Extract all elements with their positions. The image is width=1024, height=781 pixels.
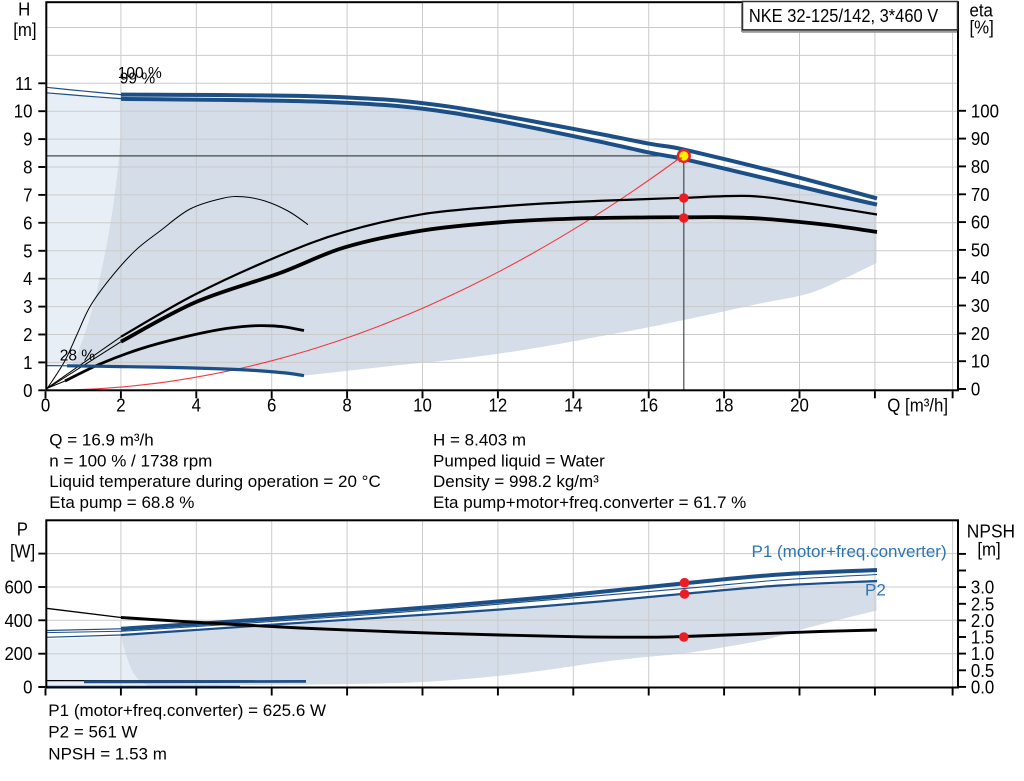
svg-text:1: 1 xyxy=(23,352,32,373)
svg-text:P2: P2 xyxy=(865,581,886,600)
svg-text:3.0: 3.0 xyxy=(971,577,994,598)
svg-text:5: 5 xyxy=(23,240,32,261)
svg-text:[m]: [m] xyxy=(13,19,36,40)
svg-text:600: 600 xyxy=(4,577,32,598)
svg-text:12: 12 xyxy=(489,395,508,416)
svg-text:P1 (motor+freq.converter): P1 (motor+freq.converter) xyxy=(752,542,947,561)
svg-text:18: 18 xyxy=(715,395,734,416)
svg-text:Eta pump+motor+freq.converter: Eta pump+motor+freq.converter = 61.7 % xyxy=(433,493,746,512)
svg-text:Q = 16.9 m³/h: Q = 16.9 m³/h xyxy=(49,431,153,450)
svg-text:2: 2 xyxy=(116,395,125,416)
svg-text:14: 14 xyxy=(564,395,583,416)
svg-text:50: 50 xyxy=(971,240,990,261)
svg-text:40: 40 xyxy=(971,267,990,288)
svg-text:100 %: 100 % xyxy=(118,65,162,82)
svg-text:0: 0 xyxy=(23,380,32,401)
svg-text:8: 8 xyxy=(342,395,351,416)
svg-text:80: 80 xyxy=(971,156,990,177)
svg-text:10: 10 xyxy=(971,351,990,372)
svg-text:90: 90 xyxy=(971,128,990,149)
svg-text:NKE 32-125/142, 3*460 V: NKE 32-125/142, 3*460 V xyxy=(749,5,939,26)
svg-text:10: 10 xyxy=(413,395,432,416)
svg-text:20: 20 xyxy=(971,323,990,344)
svg-text:2.5: 2.5 xyxy=(971,593,994,614)
svg-text:16: 16 xyxy=(639,395,658,416)
svg-text:0: 0 xyxy=(971,379,980,400)
svg-text:400: 400 xyxy=(4,610,32,631)
svg-text:1.0: 1.0 xyxy=(971,643,994,664)
svg-text:3: 3 xyxy=(23,296,32,317)
svg-text:NPSH = 1.53 m: NPSH = 1.53 m xyxy=(48,744,167,763)
svg-text:P2 = 561 W: P2 = 561 W xyxy=(48,723,137,742)
svg-text:[%]: [%] xyxy=(970,17,994,38)
svg-text:60: 60 xyxy=(971,212,990,233)
svg-text:Density = 998.2 kg/m³: Density = 998.2 kg/m³ xyxy=(433,472,599,491)
svg-text:11: 11 xyxy=(15,73,33,94)
svg-text:9: 9 xyxy=(23,129,32,150)
svg-text:8: 8 xyxy=(23,157,32,178)
svg-text:0.0: 0.0 xyxy=(971,677,994,698)
svg-text:4: 4 xyxy=(192,395,201,416)
svg-text:30: 30 xyxy=(971,295,990,316)
svg-text:P: P xyxy=(17,518,28,539)
svg-text:H: H xyxy=(18,0,30,20)
svg-text:eta: eta xyxy=(970,0,993,21)
svg-text:28 %: 28 % xyxy=(60,347,95,364)
svg-text:6: 6 xyxy=(23,213,32,234)
svg-text:[W]: [W] xyxy=(10,540,35,561)
svg-text:0: 0 xyxy=(23,677,32,698)
svg-text:P1 (motor+freq.converter) = 62: P1 (motor+freq.converter) = 625.6 W xyxy=(48,701,326,720)
svg-text:n = 100 % / 1738 rpm: n = 100 % / 1738 rpm xyxy=(49,451,212,470)
svg-text:6: 6 xyxy=(267,395,276,416)
svg-text:2.0: 2.0 xyxy=(971,610,994,631)
svg-text:1.5: 1.5 xyxy=(971,627,994,648)
svg-text:4: 4 xyxy=(23,268,32,289)
svg-text:NPSH: NPSH xyxy=(967,521,1015,542)
svg-text:70: 70 xyxy=(971,184,990,205)
svg-text:0: 0 xyxy=(41,395,50,416)
svg-text:Q [m³/h]: Q [m³/h] xyxy=(887,395,948,416)
svg-text:7: 7 xyxy=(23,185,32,206)
svg-text:Pumped liquid = Water: Pumped liquid = Water xyxy=(433,451,605,470)
svg-text:100: 100 xyxy=(971,100,999,121)
svg-text:H = 8.403 m: H = 8.403 m xyxy=(433,431,526,450)
svg-text:[m]: [m] xyxy=(977,538,1000,559)
svg-text:Eta pump = 68.8 %: Eta pump = 68.8 % xyxy=(49,493,194,512)
svg-text:Liquid temperature during oper: Liquid temperature during operation = 20… xyxy=(49,472,380,491)
svg-text:20: 20 xyxy=(790,395,809,416)
svg-text:2: 2 xyxy=(23,324,32,345)
svg-text:0.5: 0.5 xyxy=(971,660,994,681)
svg-text:10: 10 xyxy=(14,101,33,122)
svg-text:200: 200 xyxy=(4,643,32,664)
svg-text:99 %: 99 % xyxy=(120,70,155,87)
